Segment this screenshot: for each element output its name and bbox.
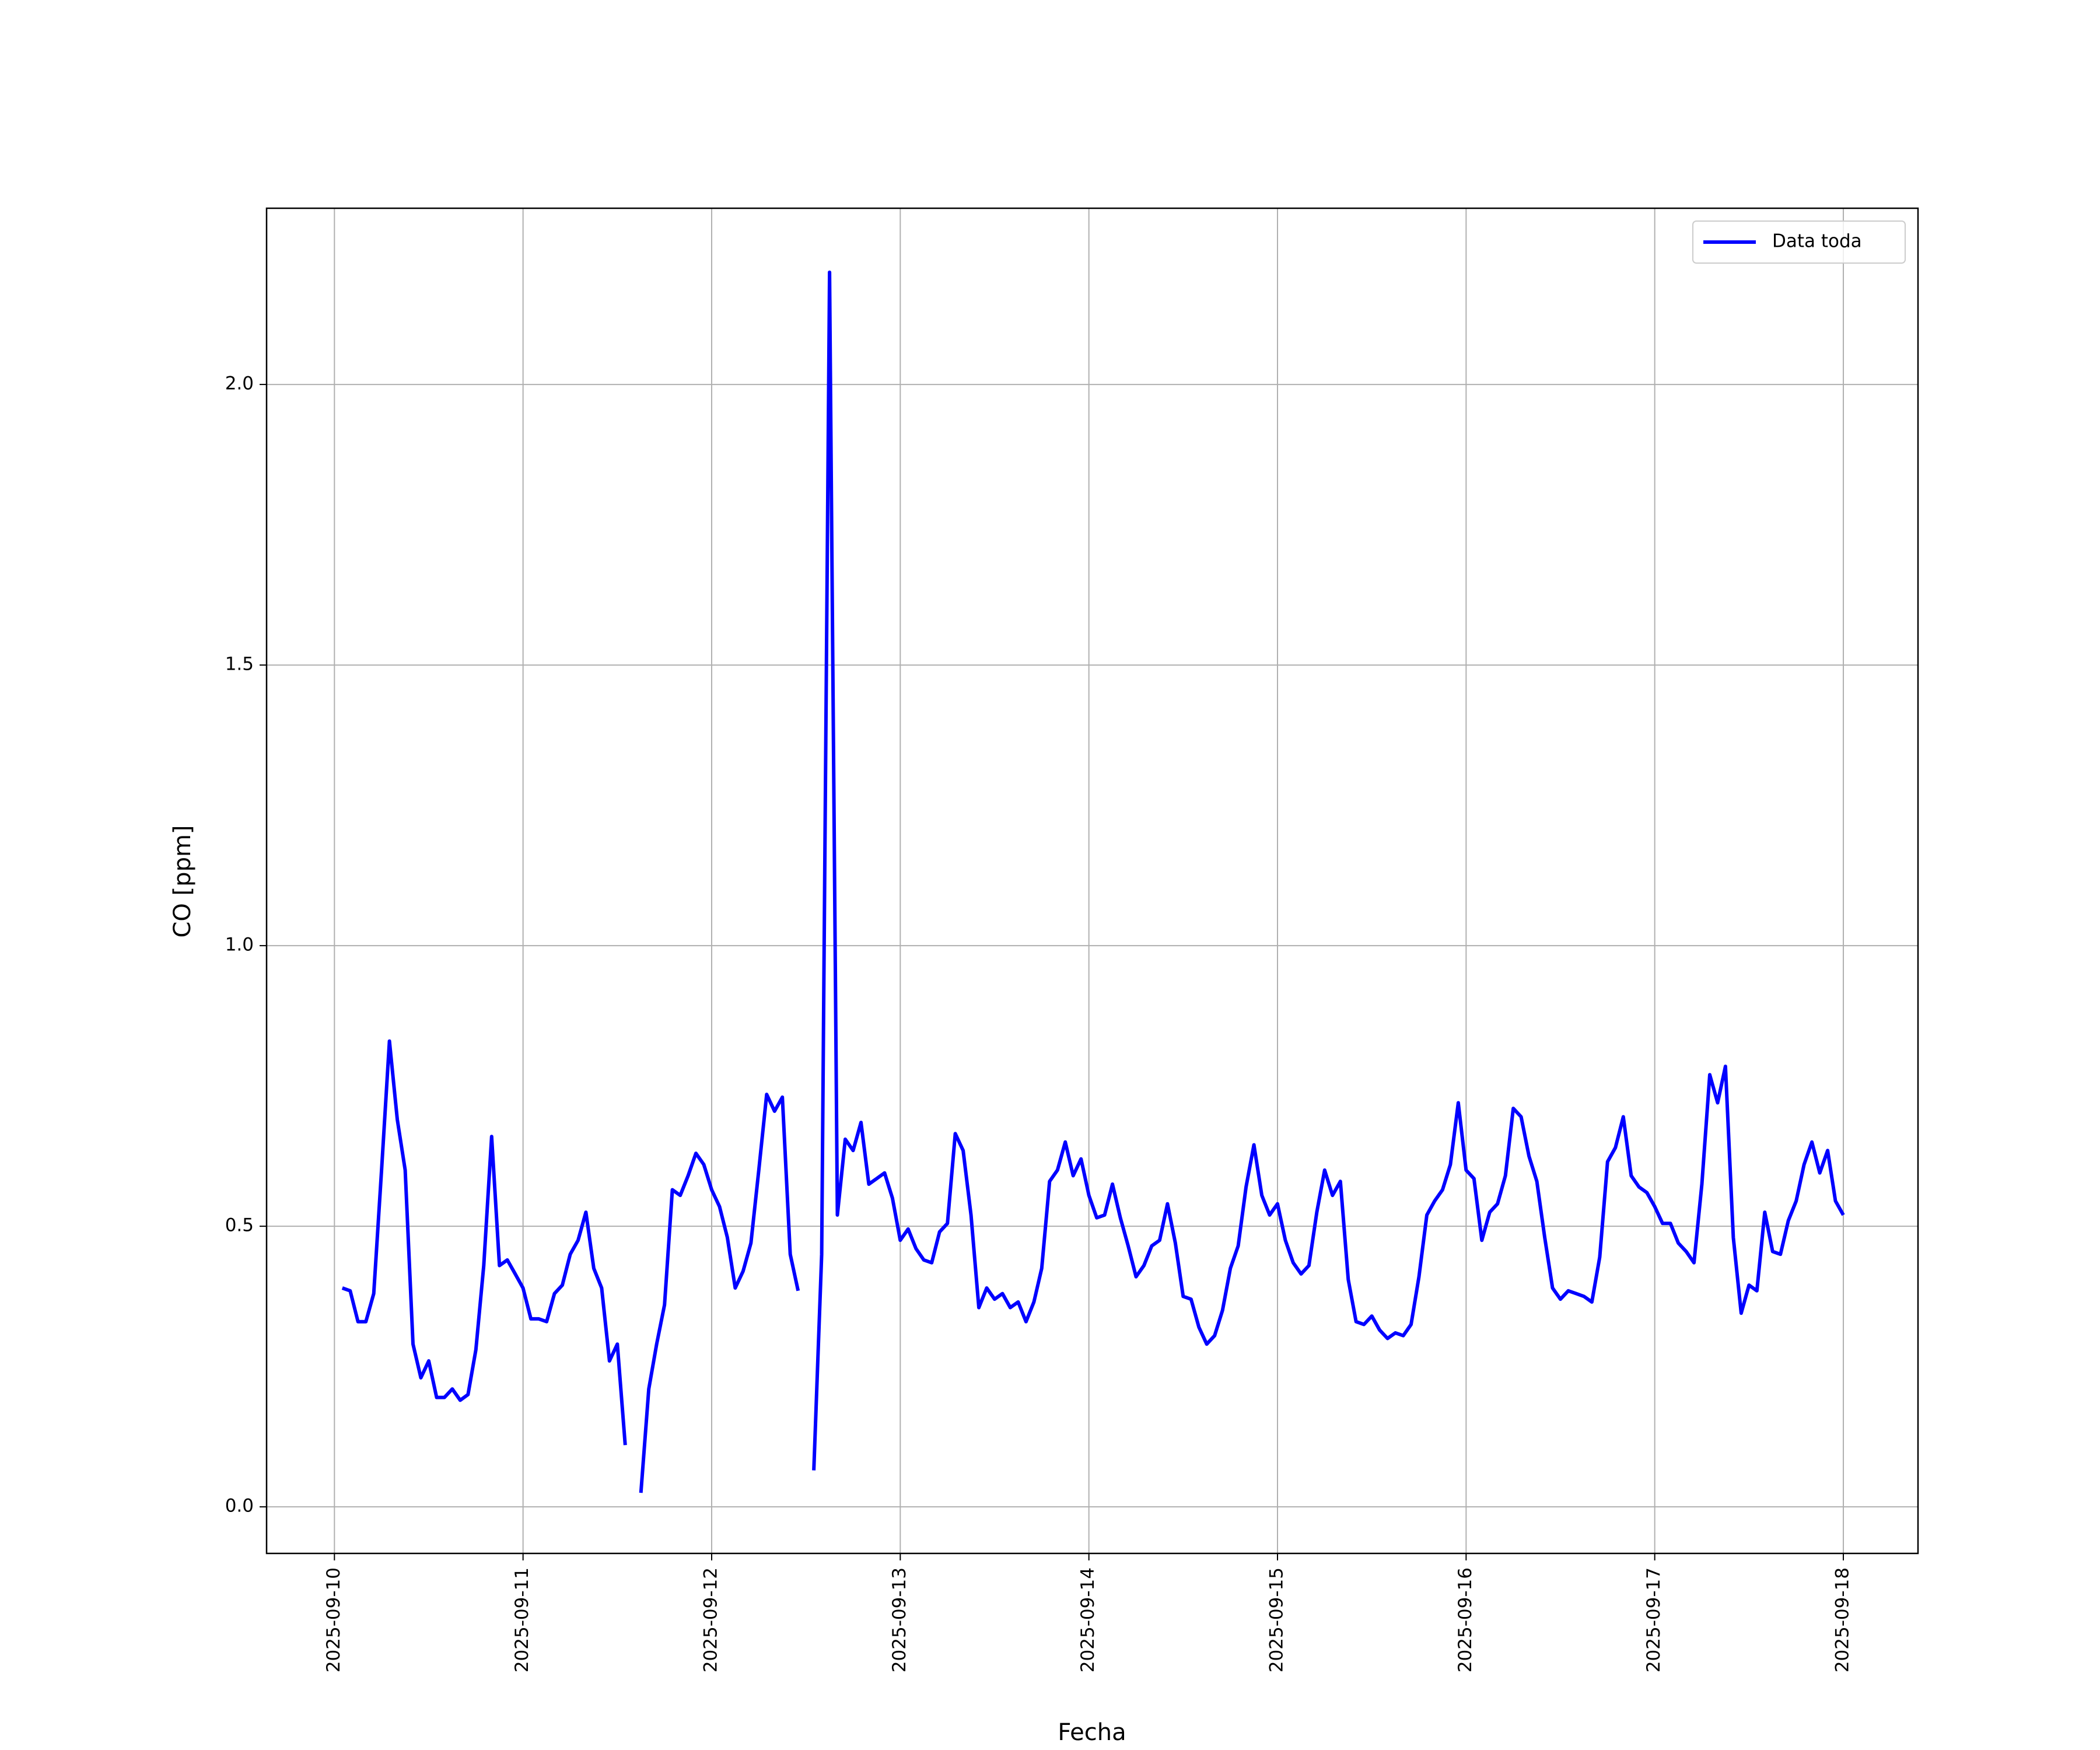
legend-label: Data toda: [1772, 231, 1862, 252]
x-tick-label: 2025-09-18: [1832, 1567, 1853, 1672]
y-axis-label: CO [ppm]: [169, 825, 196, 937]
x-tick-label: 2025-09-16: [1455, 1567, 1476, 1672]
legend: Data toda: [1692, 220, 1906, 264]
y-tick-label: 0.0: [225, 1496, 254, 1517]
data-line: [341, 270, 1845, 1493]
y-tick-label: 1.0: [225, 935, 254, 956]
x-tick-label: 2025-09-10: [323, 1567, 344, 1672]
x-axis-label: Fecha: [1058, 1719, 1126, 1746]
x-tick-label: 2025-09-13: [889, 1567, 910, 1672]
y-tick-label: 0.5: [225, 1215, 254, 1236]
x-tick-label: 2025-09-15: [1266, 1567, 1287, 1672]
plot-frame: [265, 207, 1919, 1555]
x-tick-label: 2025-09-11: [512, 1567, 533, 1672]
y-tick-label: 1.5: [225, 654, 254, 675]
x-tick-label: 2025-09-12: [700, 1567, 721, 1672]
legend-box: [1692, 220, 1906, 264]
x-tick-label: 2025-09-14: [1077, 1567, 1098, 1672]
x-tick-label: 2025-09-17: [1643, 1567, 1664, 1672]
y-tick-label: 2.0: [225, 373, 254, 394]
